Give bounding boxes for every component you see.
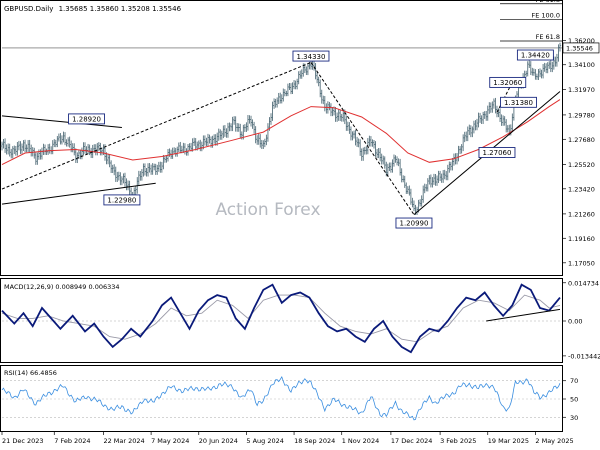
rsi-tick-label: 70 (570, 377, 578, 385)
fib-label: FE 100.0 (531, 11, 560, 19)
callout-box (292, 50, 330, 62)
macd-line (1, 283, 561, 354)
x-tick-label: 21 Dec 2023 (2, 437, 44, 445)
x-tick-label: 1 Nov 2024 (342, 437, 380, 445)
watermark: Action Forex (215, 200, 320, 220)
x-tick-label: 2 May 2025 (535, 437, 573, 445)
price-tick-label: 1.34100 (568, 61, 595, 69)
callout-label: 1.22980 (107, 197, 136, 205)
price-panel-frame (0, 0, 563, 276)
callout-label: 1.27060 (482, 149, 511, 157)
rsi-line (1, 375, 561, 421)
chart-header: GBPUSD.Daily 1.35685 1.35860 1.35208 1.3… (4, 5, 182, 13)
trendline-wedge-top (1, 115, 122, 128)
rsi-tick-label: 30 (570, 414, 578, 422)
x-tick-label: 18 Sep 2024 (294, 437, 335, 445)
callout-label: 1.34330 (296, 53, 325, 61)
macd-trendline (486, 308, 561, 322)
callout-box (489, 76, 527, 88)
macd-tick-label: -0.013442 (568, 352, 600, 360)
x-tick-label: 17 Dec 2024 (391, 437, 433, 445)
callout-label: 1.20990 (399, 220, 428, 228)
x-tick-label: 22 Mar 2024 (103, 437, 144, 445)
macd-title: MACD(12,26,9) 0.008949 0.006334 (4, 283, 120, 291)
last-price-label: 1.35546 (566, 44, 593, 52)
x-tick-label: 7 May 2024 (151, 437, 189, 445)
callout-box (478, 147, 516, 158)
rsi-layer (1, 375, 562, 421)
x-tick-label: 5 Aug 2024 (246, 437, 284, 445)
trendline-lower-diag (310, 62, 415, 215)
price-tick-label: 1.19160 (568, 235, 595, 243)
trendline-upper-channel (1, 61, 312, 190)
x-tick-label: 3 Feb 2025 (440, 437, 476, 445)
callout-box (68, 113, 105, 125)
callout-label: 1.34420 (521, 52, 550, 60)
price-tick-label: 1.31970 (568, 86, 595, 94)
macd-tick-label: 0.00 (568, 318, 582, 326)
price-tick-label: 1.21260 (568, 210, 595, 218)
callout-box (500, 96, 537, 108)
x-tick-label: 19 Mar 2025 (488, 437, 529, 445)
fib-label: FE 61.8 (536, 33, 560, 41)
callout-label: 1.32060 (493, 79, 522, 87)
callout-box (103, 194, 141, 206)
rsi-tick-label: 50 (570, 396, 578, 404)
callout-box (395, 217, 433, 229)
callout-label: 1.28920 (72, 116, 101, 124)
symbol-title: GBPUSD.Daily (4, 5, 53, 13)
fib-label: FE 61.8 (536, 0, 560, 4)
moving-average-line (1, 99, 561, 166)
callout-label: 1.31380 (504, 99, 533, 107)
x-tick-label: 7 Feb 2024 (54, 437, 90, 445)
price-tick-label: 1.23420 (568, 185, 595, 193)
price-tick-label: 1.27680 (568, 136, 595, 144)
macd-panel-frame (0, 278, 563, 363)
price-tick-label: 1.29780 (568, 111, 595, 119)
trendline-wedge-bottom (1, 182, 156, 205)
price-tick-label: 1.25520 (568, 161, 595, 169)
price-tick-label: 1.36200 (568, 37, 595, 45)
x-tick-label: 20 Jun 2024 (199, 437, 238, 445)
rsi-panel-frame (0, 365, 563, 432)
ohlc-header: 1.35685 1.35860 1.35208 1.35546 (59, 5, 182, 13)
macd-layer (1, 283, 562, 354)
axis-layer: 1.36200 1.34100 1.31970 1.29780 1.27680 1.255… (1, 37, 600, 445)
price-tick-label: 1.17050 (568, 259, 595, 267)
price-layer: FE 61.8 FE 100.0 FE 61.8 1.28920 1.22980 1.34… (0, 0, 562, 229)
rsi-title: RSI(14) 66.4856 (4, 369, 57, 377)
callout-box (516, 49, 554, 61)
macd-tick-label: 0.014734 (568, 279, 599, 287)
last-price-tag (562, 42, 600, 54)
